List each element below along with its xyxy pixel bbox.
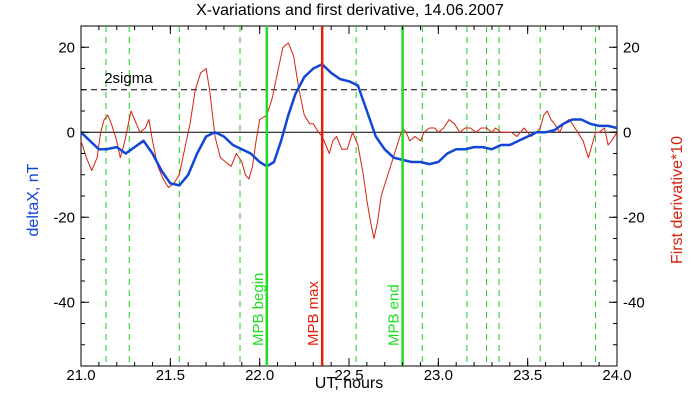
series-line-derivative <box>80 42 618 239</box>
x-axis-label: UT, hours <box>315 375 383 392</box>
y-tick-label-right-1: 0 <box>623 124 631 141</box>
y-axis-right: 20 0 -20 -40 <box>609 39 645 346</box>
x-tick-label-2: 22.0 <box>245 367 274 384</box>
vertical-marker-label-1: MPB max <box>305 280 322 346</box>
x-axis: 21.0 21.5 22.0 22.5 23.0 23.5 24.0 <box>66 26 632 384</box>
series-group <box>80 42 618 239</box>
plot-frame <box>80 25 618 367</box>
y-tick-label-left-3: -40 <box>53 294 75 311</box>
x-tick-label-4: 23.0 <box>424 367 453 384</box>
reference-line-group: 2sigma <box>81 70 617 133</box>
y-tick-label-right-2: -20 <box>623 209 645 226</box>
plot-area: 2sigma MPB begin MPB max MPB end <box>80 25 618 367</box>
y-axis-left-label: deltaX, nT <box>25 163 42 236</box>
y-tick-label-right-3: -40 <box>623 294 645 311</box>
y-tick-label-left-0: 20 <box>58 39 75 56</box>
vertical-marker-label-0: MPB begin <box>250 273 267 346</box>
x-tick-label-0: 21.0 <box>66 367 95 384</box>
y-axis-left: 20 0 -20 -40 <box>53 39 89 346</box>
x-tick-label-5: 23.5 <box>513 367 542 384</box>
x-tick-label-3: 22.5 <box>334 367 363 384</box>
y-axis-right-label: First derivative*10 <box>669 136 686 264</box>
series-line-deltaX <box>80 63 618 187</box>
chart-title: X-variations and first derivative, 14.06… <box>196 2 504 19</box>
dashed-marker-group <box>105 26 597 366</box>
y-tick-label-left-2: -20 <box>53 209 75 226</box>
y-tick-label-left-1: 0 <box>67 124 75 141</box>
x-tick-label-1: 21.5 <box>156 367 185 384</box>
vertical-marker-label-2: MPB end <box>386 284 403 346</box>
y-tick-label-right-0: 20 <box>623 39 640 56</box>
vertical-marker-group: MPB begin MPB max MPB end <box>250 26 404 366</box>
sigma-label: 2sigma <box>104 70 153 87</box>
x-tick-label-6: 24.0 <box>602 367 631 384</box>
